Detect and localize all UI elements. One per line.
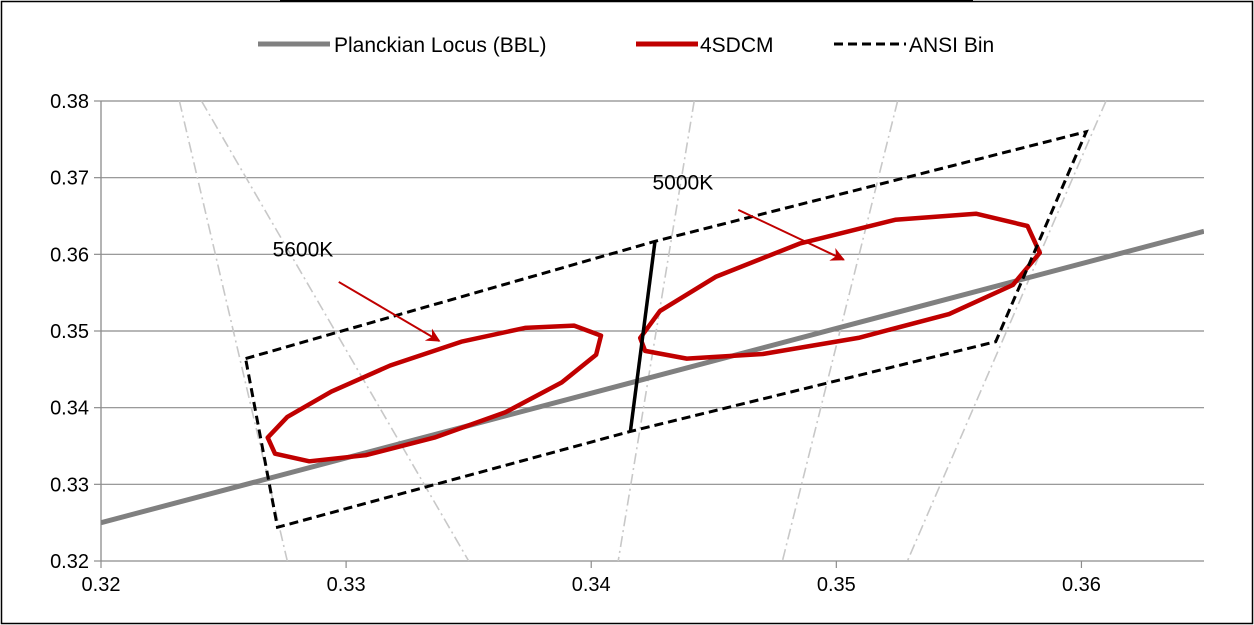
y-tick-label: 0.34 (50, 398, 89, 420)
annotation-5600K: 5600K (273, 239, 334, 262)
x-tick-label: 0.33 (327, 574, 366, 596)
y-tick-label: 0.32 (50, 551, 89, 573)
legend-label-2: 4SDCM (700, 34, 774, 57)
x-tick-label: 0.32 (82, 574, 121, 596)
legend-label-1: Planckian Locus (BBL) (334, 34, 546, 57)
annotations: 5600K 5000K (273, 171, 845, 342)
annotation-arrow-5600K (338, 281, 441, 342)
plot-series (101, 129, 1204, 530)
ellipse-5000K (637, 211, 1043, 361)
isotherm-line-4 (781, 100, 899, 561)
x-tick-label: 0.36 (1062, 574, 1101, 596)
annotation-arrow-5000K (737, 208, 845, 261)
isotherm-line-3 (617, 100, 695, 561)
annotation-5000K: 5000K (653, 171, 714, 194)
isotherm-line-1 (178, 100, 289, 561)
ansi-bin-divider (628, 241, 657, 432)
axis-labels: 0.32 0.33 0.34 0.35 0.36 0.37 0.38 0.32 0.33 0.34… (50, 91, 1101, 596)
isotherm-lines (178, 100, 1107, 561)
y-tick-label: 0.37 (50, 168, 89, 190)
y-tick-label: 0.35 (50, 321, 89, 343)
isotherm-line-2 (200, 100, 470, 561)
y-tick-label: 0.33 (50, 474, 89, 496)
x-tick-label: 0.35 (817, 574, 856, 596)
grid-lines (94, 100, 1204, 568)
ellipse-5600K (265, 323, 604, 464)
x-tick-label: 0.34 (572, 574, 611, 596)
legend-label-3: ANSI Bin (909, 34, 994, 57)
y-tick-label: 0.36 (50, 244, 89, 266)
y-tick-label: 0.38 (50, 91, 89, 113)
planckian-locus-line (101, 228, 1204, 526)
legend: Planckian Locus (BBL) 4SDCM ANSI Bin (258, 34, 994, 57)
